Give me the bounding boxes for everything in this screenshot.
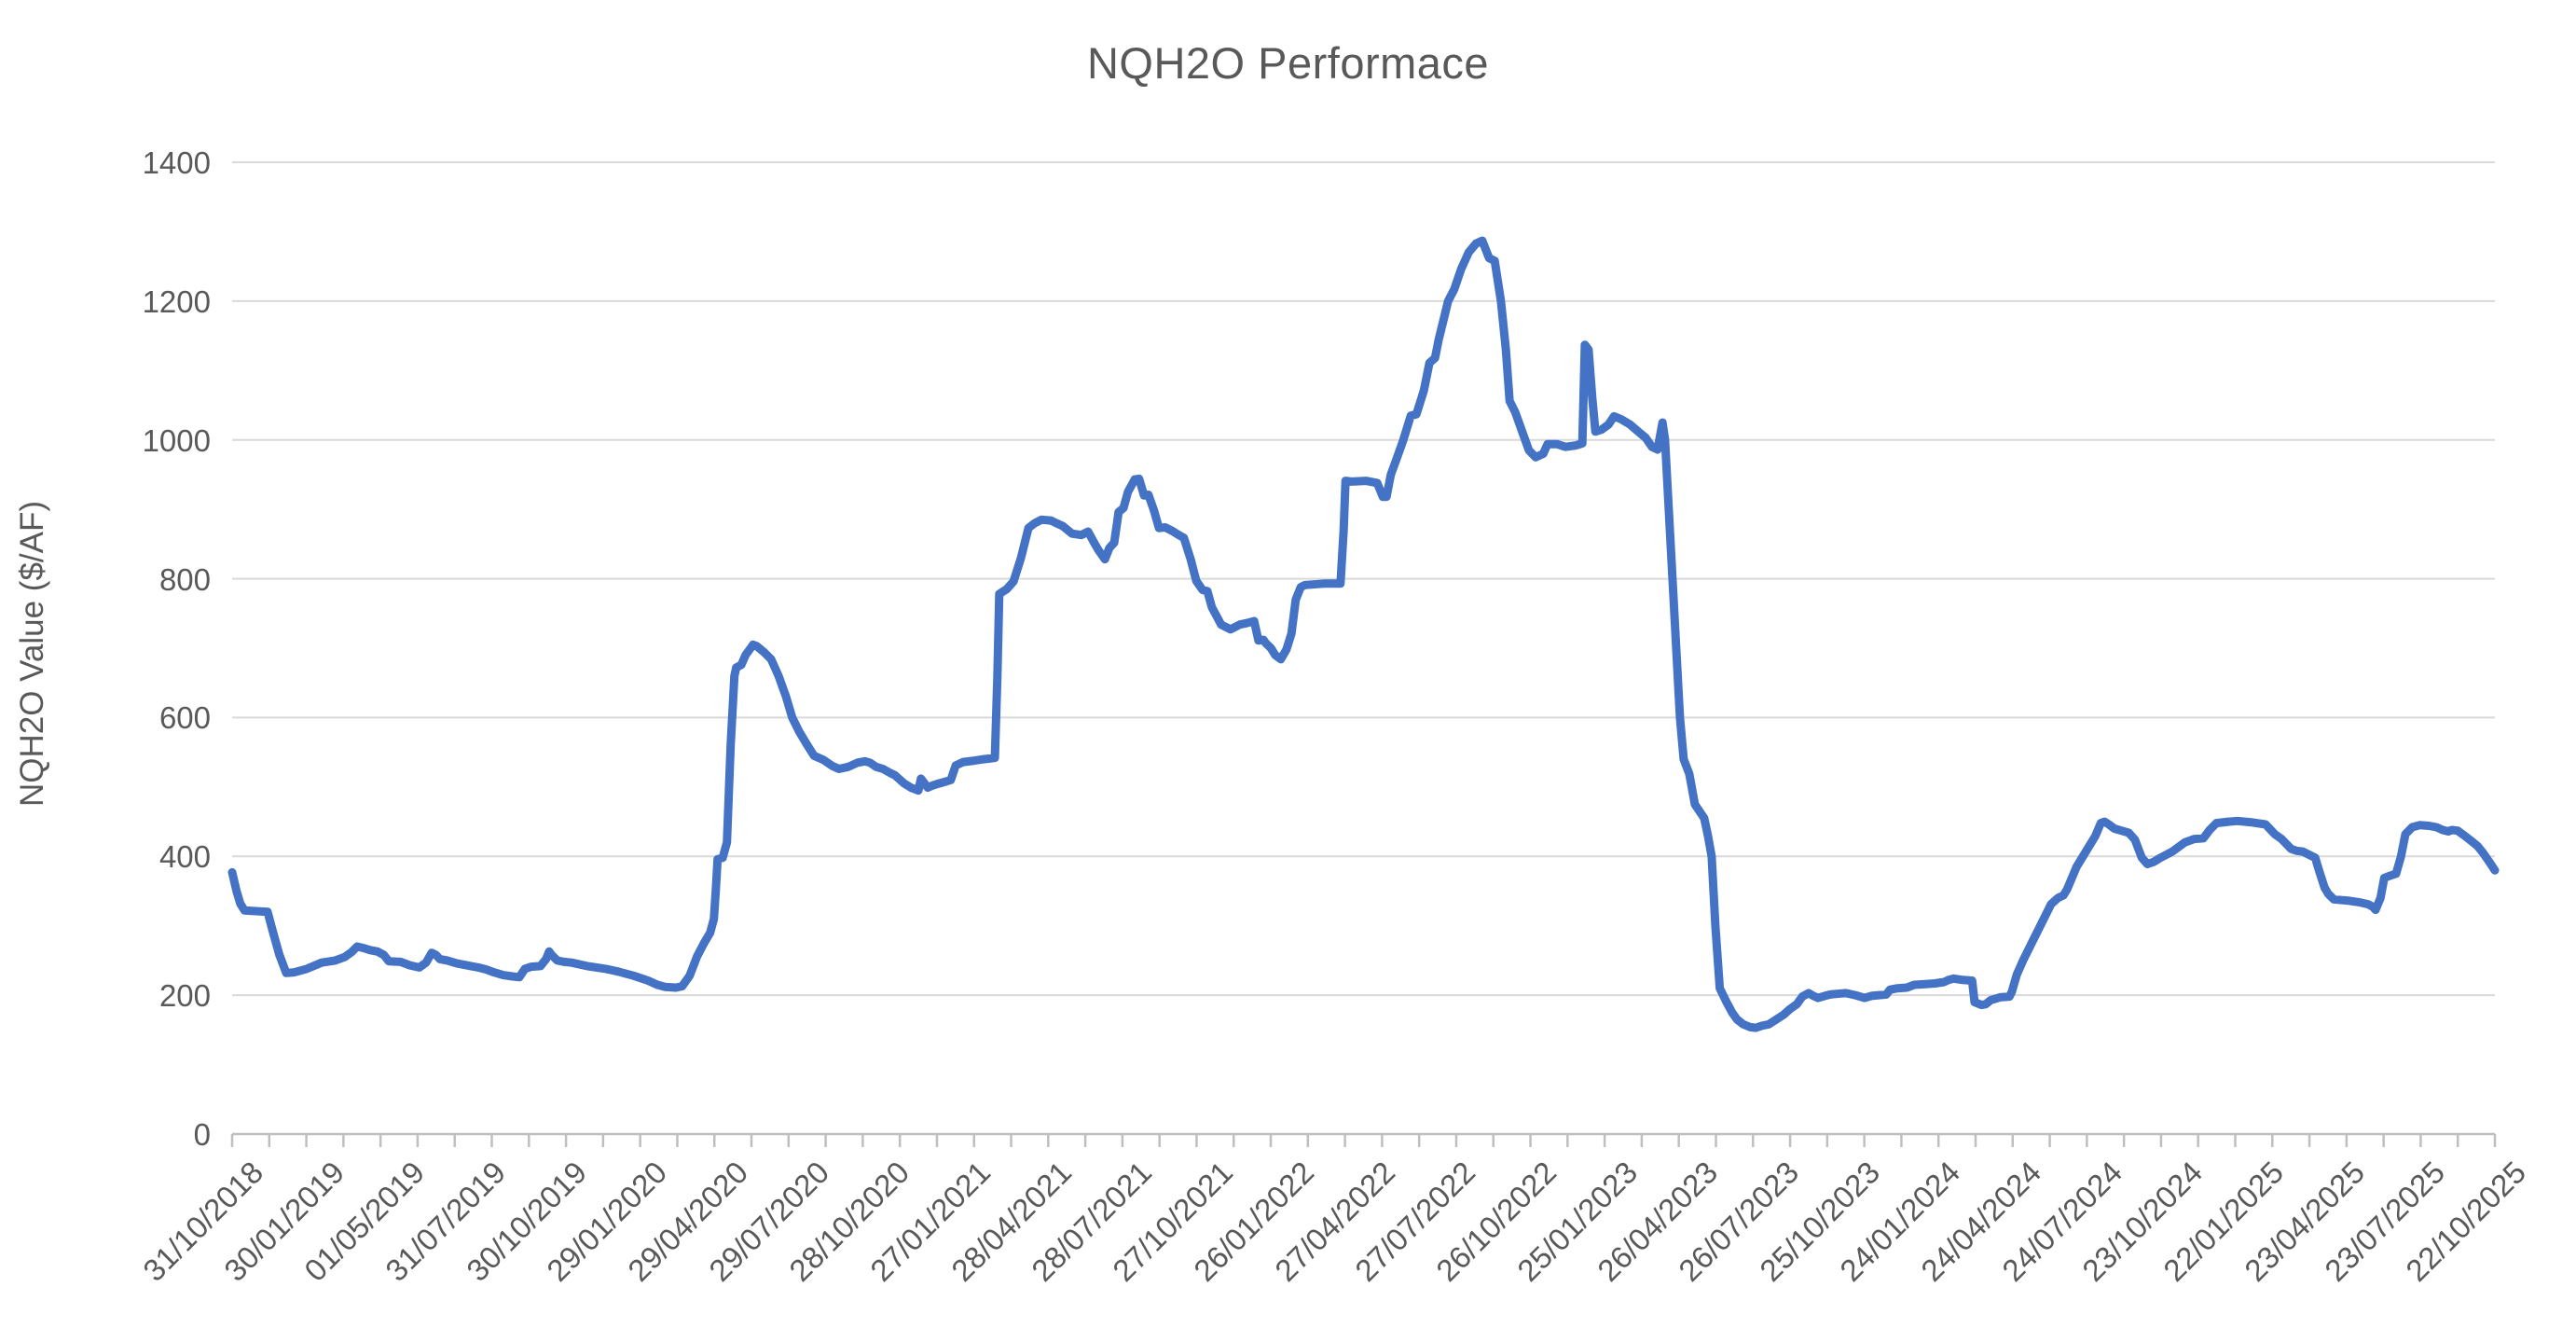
y-tick-label: 400	[158, 839, 211, 875]
y-tick-label: 1400	[142, 145, 211, 180]
y-tick-label: 1200	[142, 284, 211, 319]
chart-title: NQH2O Performace	[1086, 38, 1490, 88]
y-tick-label: 800	[158, 561, 211, 597]
y-tick-label: 600	[158, 700, 211, 736]
y-tick-label: 1000	[142, 422, 211, 458]
y-tick-label: 0	[193, 1117, 211, 1152]
y-tick-label: 200	[158, 978, 211, 1014]
data-series-line	[227, 236, 2500, 1032]
